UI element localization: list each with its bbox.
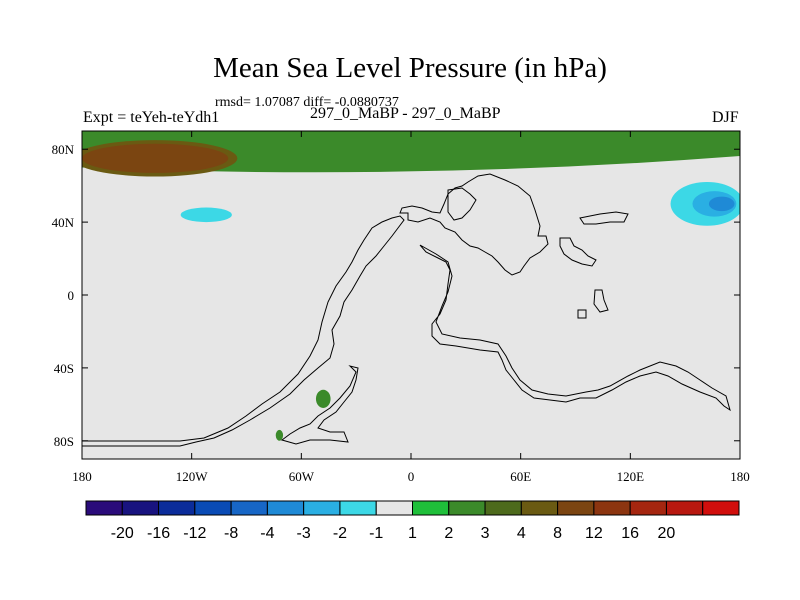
x-tick-label-0: 180 xyxy=(72,469,92,484)
coastline-island-tiny xyxy=(577,309,587,319)
colorbar-label-10: 3 xyxy=(481,525,490,542)
field-region-9 xyxy=(315,389,331,408)
x-tick-label-3: 0 xyxy=(408,469,415,484)
colorbar-swatch-2 xyxy=(158,500,196,516)
y-tick-label-3: 40S xyxy=(54,361,74,376)
coastline-north-america xyxy=(399,173,549,276)
field-region-3 xyxy=(82,200,466,232)
colorbar-swatch-12 xyxy=(520,500,559,516)
coastline-island-small xyxy=(593,289,609,313)
coastlines xyxy=(82,173,731,447)
colorbar-swatch-11 xyxy=(484,500,522,516)
colorbar-label-7: -1 xyxy=(369,525,383,542)
period-label: 297_0_MaBP - 297_0_MaBP xyxy=(310,105,501,122)
experiment-label: Expt = teYeh-teYdh1 xyxy=(83,109,220,126)
season-label: DJF xyxy=(712,109,739,126)
colorbar-label-5: -3 xyxy=(297,525,311,542)
colorbar-label-15: 20 xyxy=(658,525,676,542)
coastline-south-america xyxy=(419,244,731,412)
coastline-greenland xyxy=(447,187,477,221)
colorbar-label-1: -16 xyxy=(147,525,170,542)
colorbar-swatch-10 xyxy=(448,500,486,516)
x-tick-label-1: 120W xyxy=(176,469,209,484)
coastline-island-mid xyxy=(579,211,629,225)
colorbar-label-2: -12 xyxy=(183,525,206,542)
colorbar-label-11: 4 xyxy=(517,525,526,542)
colorbar-label-13: 12 xyxy=(585,525,603,542)
colorbar-swatch-17 xyxy=(702,500,740,516)
colorbar-label-12: 8 xyxy=(553,525,562,542)
colorbar-swatch-8 xyxy=(375,500,414,516)
colorbar-label-9: 2 xyxy=(444,525,453,542)
colorbar-swatch-9 xyxy=(412,500,450,516)
coastline-island-east xyxy=(559,237,597,267)
field-region-10 xyxy=(275,429,284,441)
colorbar-swatch-16 xyxy=(665,500,704,516)
colorbar-label-14: 16 xyxy=(621,525,639,542)
colorbar-swatch-6 xyxy=(303,500,341,516)
x-tick-label-5: 120E xyxy=(617,469,645,484)
pressure-field xyxy=(82,131,740,459)
stats-label: rmsd= 1.07087 diff= -0.0880737 xyxy=(215,95,399,110)
field-region-4 xyxy=(180,207,232,223)
field-background xyxy=(82,131,740,459)
y-tick-label-1: 40N xyxy=(52,215,75,230)
colorbar-label-3: -8 xyxy=(224,525,238,542)
coastline-inner-island xyxy=(280,365,359,445)
chart-title: Mean Sea Level Pressure (in hPa) xyxy=(213,52,607,84)
colorbar-swatch-15 xyxy=(629,500,667,516)
colorbar: -20 -16 -12 -8 -4 -3 -2 -1 1 2 3 4 8 12 16 20 xyxy=(85,500,740,542)
axis-ticks: 180 120W 60W 0 60E 120E 180 80N 40N 0 40S 80S xyxy=(52,131,750,484)
y-tick-label-2: 0 xyxy=(68,288,75,303)
colorbar-swatch-13 xyxy=(557,500,595,516)
field-region-2 xyxy=(82,143,229,173)
colorbar-label-6: -2 xyxy=(333,525,347,542)
field-region-11 xyxy=(718,415,733,430)
colorbar-label-0: -20 xyxy=(111,525,134,542)
colorbar-swatch-0 xyxy=(85,500,123,516)
colorbar-label-4: -4 xyxy=(260,525,274,542)
x-tick-label-2: 60W xyxy=(289,469,315,484)
colorbar-label-8: 1 xyxy=(408,525,417,542)
y-tick-label-0: 80N xyxy=(52,142,75,157)
x-tick-label-4: 60E xyxy=(510,469,531,484)
colorbar-swatch-5 xyxy=(266,500,305,516)
coastline-antarctic-peninsula xyxy=(82,215,405,447)
colorbar-swatch-1 xyxy=(121,500,160,516)
field-region-0 xyxy=(82,131,740,173)
x-tick-label-6: 180 xyxy=(730,469,750,484)
y-tick-label-4: 80S xyxy=(54,434,74,449)
colorbar-swatch-3 xyxy=(194,500,232,516)
colorbar-swatch-7 xyxy=(339,500,377,516)
field-region-8 xyxy=(708,196,735,212)
colorbar-swatch-14 xyxy=(593,500,631,516)
colorbar-swatch-4 xyxy=(230,500,268,516)
